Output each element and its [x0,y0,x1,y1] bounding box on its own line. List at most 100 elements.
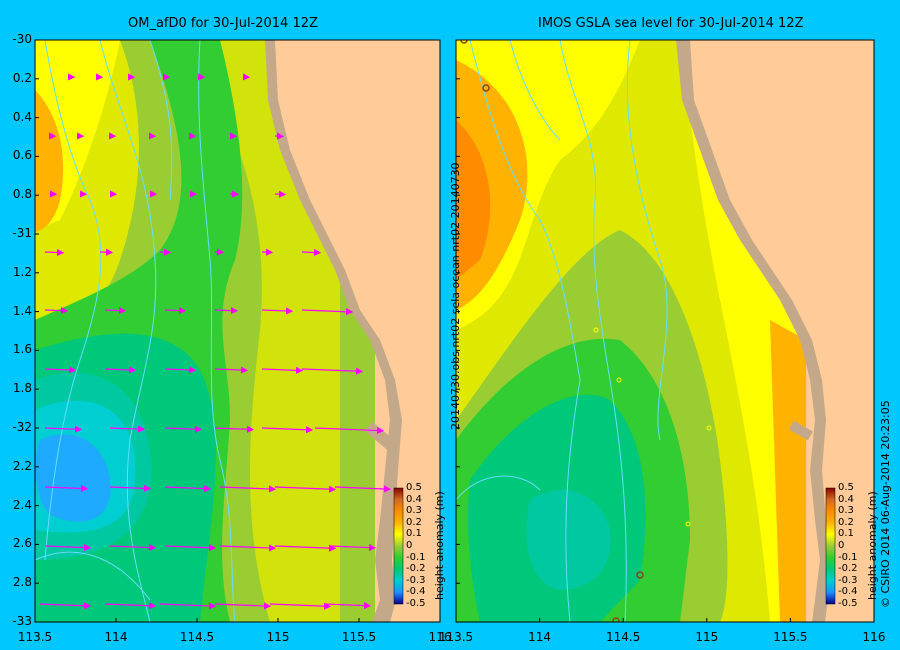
y-tick-label: 0.4 [12,109,32,124]
colorbar-tick-label: 0.3 [838,505,854,517]
velocity-arrow [274,485,337,493]
y-tick-label: 2.6 [12,536,32,551]
velocity-arrow [44,307,69,315]
velocity-arrow [301,248,322,257]
colorbar-tick-label: 0.4 [838,493,854,505]
velocity-arrow [109,484,152,492]
x-tick-label: 113.5 [438,630,474,644]
velocity-arrow [274,544,337,552]
velocity-arrow [44,425,83,433]
y-tick-label: 0.6 [12,148,32,163]
velocity-arrow [301,308,354,316]
y-tick-label: 1.4 [12,303,32,318]
x-tick-label: 115.5 [773,630,808,644]
x-tick-label: 116 [428,630,452,644]
colorbar-tick-label: -0.1 [406,551,426,563]
colorbar-tick-label: 0.5 [406,482,422,493]
velocity-arrow [44,543,92,552]
velocity-arrow [261,307,294,315]
x-tick-label: 116 [862,630,886,644]
colorbar-tick-label: 0.5 [838,482,854,493]
colorbar-tick-label: -0.2 [838,563,858,575]
velocity-arrow [261,426,314,434]
velocity-arrow [104,366,137,374]
footer-text: © CSIRO 2014 06-Aug-2014 20:23:05 [879,400,892,608]
colorbar-tick-label: 0 [838,540,845,551]
velocity-vectors [39,73,392,610]
y-tick-label: -31 [12,226,32,240]
colorbar-tick-label: -0.3 [838,574,858,586]
right-colorbar [825,487,836,605]
left-panel-title: OM_afD0 for 30-Jul-2014 12Z [128,16,318,31]
velocity-arrow [104,602,157,610]
x-tick-label: 114.5 [179,630,215,644]
velocity-arrow [334,485,392,493]
colorbar-tick-label: 0.1 [838,528,854,540]
velocity-arrow [314,426,385,435]
velocity-arrow [219,544,277,552]
velocity-arrow [164,484,212,493]
x-tick-label: 114.5 [606,630,641,644]
x-tick-label: 115.5 [341,630,377,644]
y-tick-label: 2.8 [12,575,32,590]
velocity-arrow [214,307,239,315]
x-tick-label: 113.5 [17,630,53,644]
right-panel-title: IMOS GSLA sea level for 30-Jul-2014 12Z [538,16,804,31]
y-tick-label: 2.4 [12,497,32,512]
velocity-arrow [164,306,187,315]
velocity-arrow [214,425,255,433]
colorbar-tick-label: -0.2 [406,563,426,575]
velocity-arrow [214,366,249,374]
colorbar-tick-label: 0.2 [838,516,854,528]
velocity-arrow [159,602,217,610]
velocity-arrow [44,248,65,257]
colorbar-tick-label: 0.4 [406,493,422,505]
y-tick-label: 0.8 [12,187,32,202]
colorbar-tick-label: 0.2 [406,516,422,528]
right-colorbar-label: height anomaly (m) [866,491,879,600]
left-colorbar [393,487,404,605]
x-tick-label: 115 [695,630,719,644]
velocity-arrow [269,602,332,610]
velocity-arrow [301,367,364,375]
velocity-arrow [214,602,272,610]
right-side-text: 20140730.obs nrt02 sela ocean nrt02 2014… [449,162,462,430]
colorbar-tick-label: -0.5 [406,598,426,609]
y-tick-label: 1.8 [12,381,32,396]
colorbar-tick-label: -0.5 [838,598,858,609]
y-tick-label: -33 [12,614,32,628]
y-tick-label: 0.2 [12,70,32,85]
velocity-arrow [44,484,89,493]
velocity-arrow [44,366,77,374]
colorbar-tick-label: 0 [406,540,413,551]
colorbar-tick-label: -0.4 [838,586,858,598]
right-map [456,40,874,622]
left-colorbar-label: height anomaly (m) [433,491,446,600]
velocity-arrow [219,485,277,493]
velocity-arrow [109,425,146,433]
y-tick-label: 1.6 [12,342,32,357]
y-tick-label: 2.2 [12,458,32,473]
left-map [35,40,440,622]
velocity-arrow [39,602,92,610]
colorbar-tick-label: -0.1 [838,551,858,563]
velocity-arrow [104,306,127,315]
x-tick-label: 115 [266,630,290,644]
velocity-arrow [324,601,372,610]
y-tick-label: -32 [12,420,32,434]
velocity-arrow [329,543,377,552]
velocity-arrow [261,366,304,374]
velocity-arrow [164,425,203,433]
colorbar-tick-label: -0.4 [406,586,426,598]
colorbar-tick-label: 0.3 [406,505,422,517]
y-tick-label: 1.2 [12,264,32,279]
y-tick-label: -30 [12,32,32,46]
colorbar-tick-label: -0.3 [406,574,426,586]
colorbar-tick-label: 0.1 [406,528,422,540]
velocity-arrow [109,543,157,552]
velocity-arrow [164,366,197,374]
x-tick-label: 114 [528,630,552,644]
x-tick-label: 114 [104,630,128,644]
velocity-arrow [164,544,217,552]
